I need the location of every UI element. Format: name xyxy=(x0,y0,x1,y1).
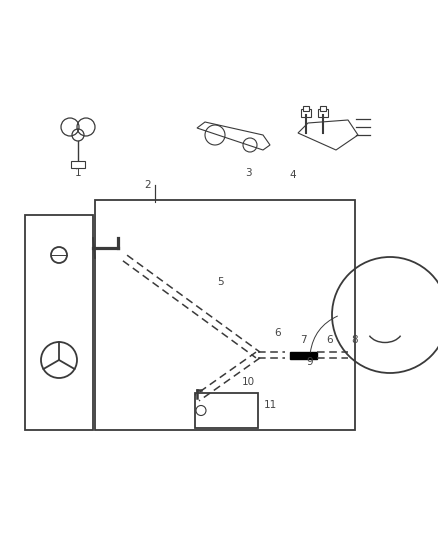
Bar xyxy=(318,109,328,117)
Bar xyxy=(25,215,93,430)
Bar xyxy=(71,161,85,168)
Bar xyxy=(301,109,311,117)
Bar xyxy=(195,393,258,428)
Text: 4: 4 xyxy=(290,170,297,180)
Text: 10: 10 xyxy=(241,377,254,387)
Bar xyxy=(290,351,317,359)
Bar xyxy=(95,200,355,430)
Text: 11: 11 xyxy=(263,400,277,410)
Text: 9: 9 xyxy=(307,357,313,367)
Text: 7: 7 xyxy=(300,335,306,345)
Text: 3: 3 xyxy=(245,168,251,178)
Text: 8: 8 xyxy=(352,335,358,345)
Text: 6: 6 xyxy=(275,328,281,338)
Text: 2: 2 xyxy=(145,180,151,190)
Bar xyxy=(320,106,326,111)
Text: 6: 6 xyxy=(327,335,333,345)
Text: 5: 5 xyxy=(217,277,223,287)
Bar xyxy=(303,106,309,111)
Text: 1: 1 xyxy=(75,168,81,178)
